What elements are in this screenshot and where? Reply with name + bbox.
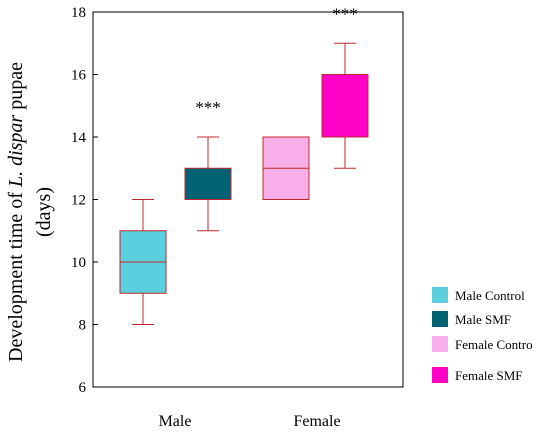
legend: Male Control Male SMF Female Contro Female … <box>432 287 533 383</box>
significance-annotations: *** *** <box>195 4 358 117</box>
legend-label: Male Control <box>455 288 525 303</box>
y-tick-label: 6 <box>79 380 87 396</box>
box-male-control <box>119 199 167 325</box>
y-tick-label: 10 <box>71 255 86 271</box>
legend-swatch <box>432 287 448 303</box>
y-axis-label-suffix: pupae <box>5 62 27 115</box>
legend-label: Female Contro <box>455 337 533 352</box>
y-tick-label: 8 <box>79 318 87 334</box>
y-tick-label: 16 <box>71 68 87 84</box>
legend-swatch <box>432 367 448 383</box>
y-tick-label: 18 <box>71 5 86 21</box>
y-axis-label-italic: L. dispar <box>5 115 27 188</box>
legend-label: Male SMF <box>455 312 511 327</box>
x-axis-category-labels: Male Female <box>159 413 341 430</box>
box-male-smf <box>184 136 232 232</box>
box-female-contro <box>262 136 310 200</box>
x-category-label: Female <box>293 413 340 430</box>
x-category-label: Male <box>159 413 192 430</box>
legend-swatch <box>432 311 448 327</box>
significance-label: *** <box>195 98 221 117</box>
iqr-box <box>321 74 369 138</box>
box-female-smf <box>321 42 369 169</box>
y-axis-label-line2: (days) <box>33 187 55 237</box>
y-tick-label: 12 <box>71 193 86 209</box>
boxes <box>119 42 369 325</box>
y-axis-ticks: 6 8 10 12 14 16 18 <box>71 5 98 396</box>
legend-swatch <box>432 336 448 352</box>
legend-label: Female SMF <box>455 368 523 383</box>
y-axis-label: Development time of L. dispar pupae <box>5 62 27 362</box>
significance-label: *** <box>332 4 358 23</box>
iqr-box <box>184 167 232 200</box>
y-axis-label-prefix: Development time of <box>5 187 27 362</box>
y-tick-label: 14 <box>71 130 87 146</box>
